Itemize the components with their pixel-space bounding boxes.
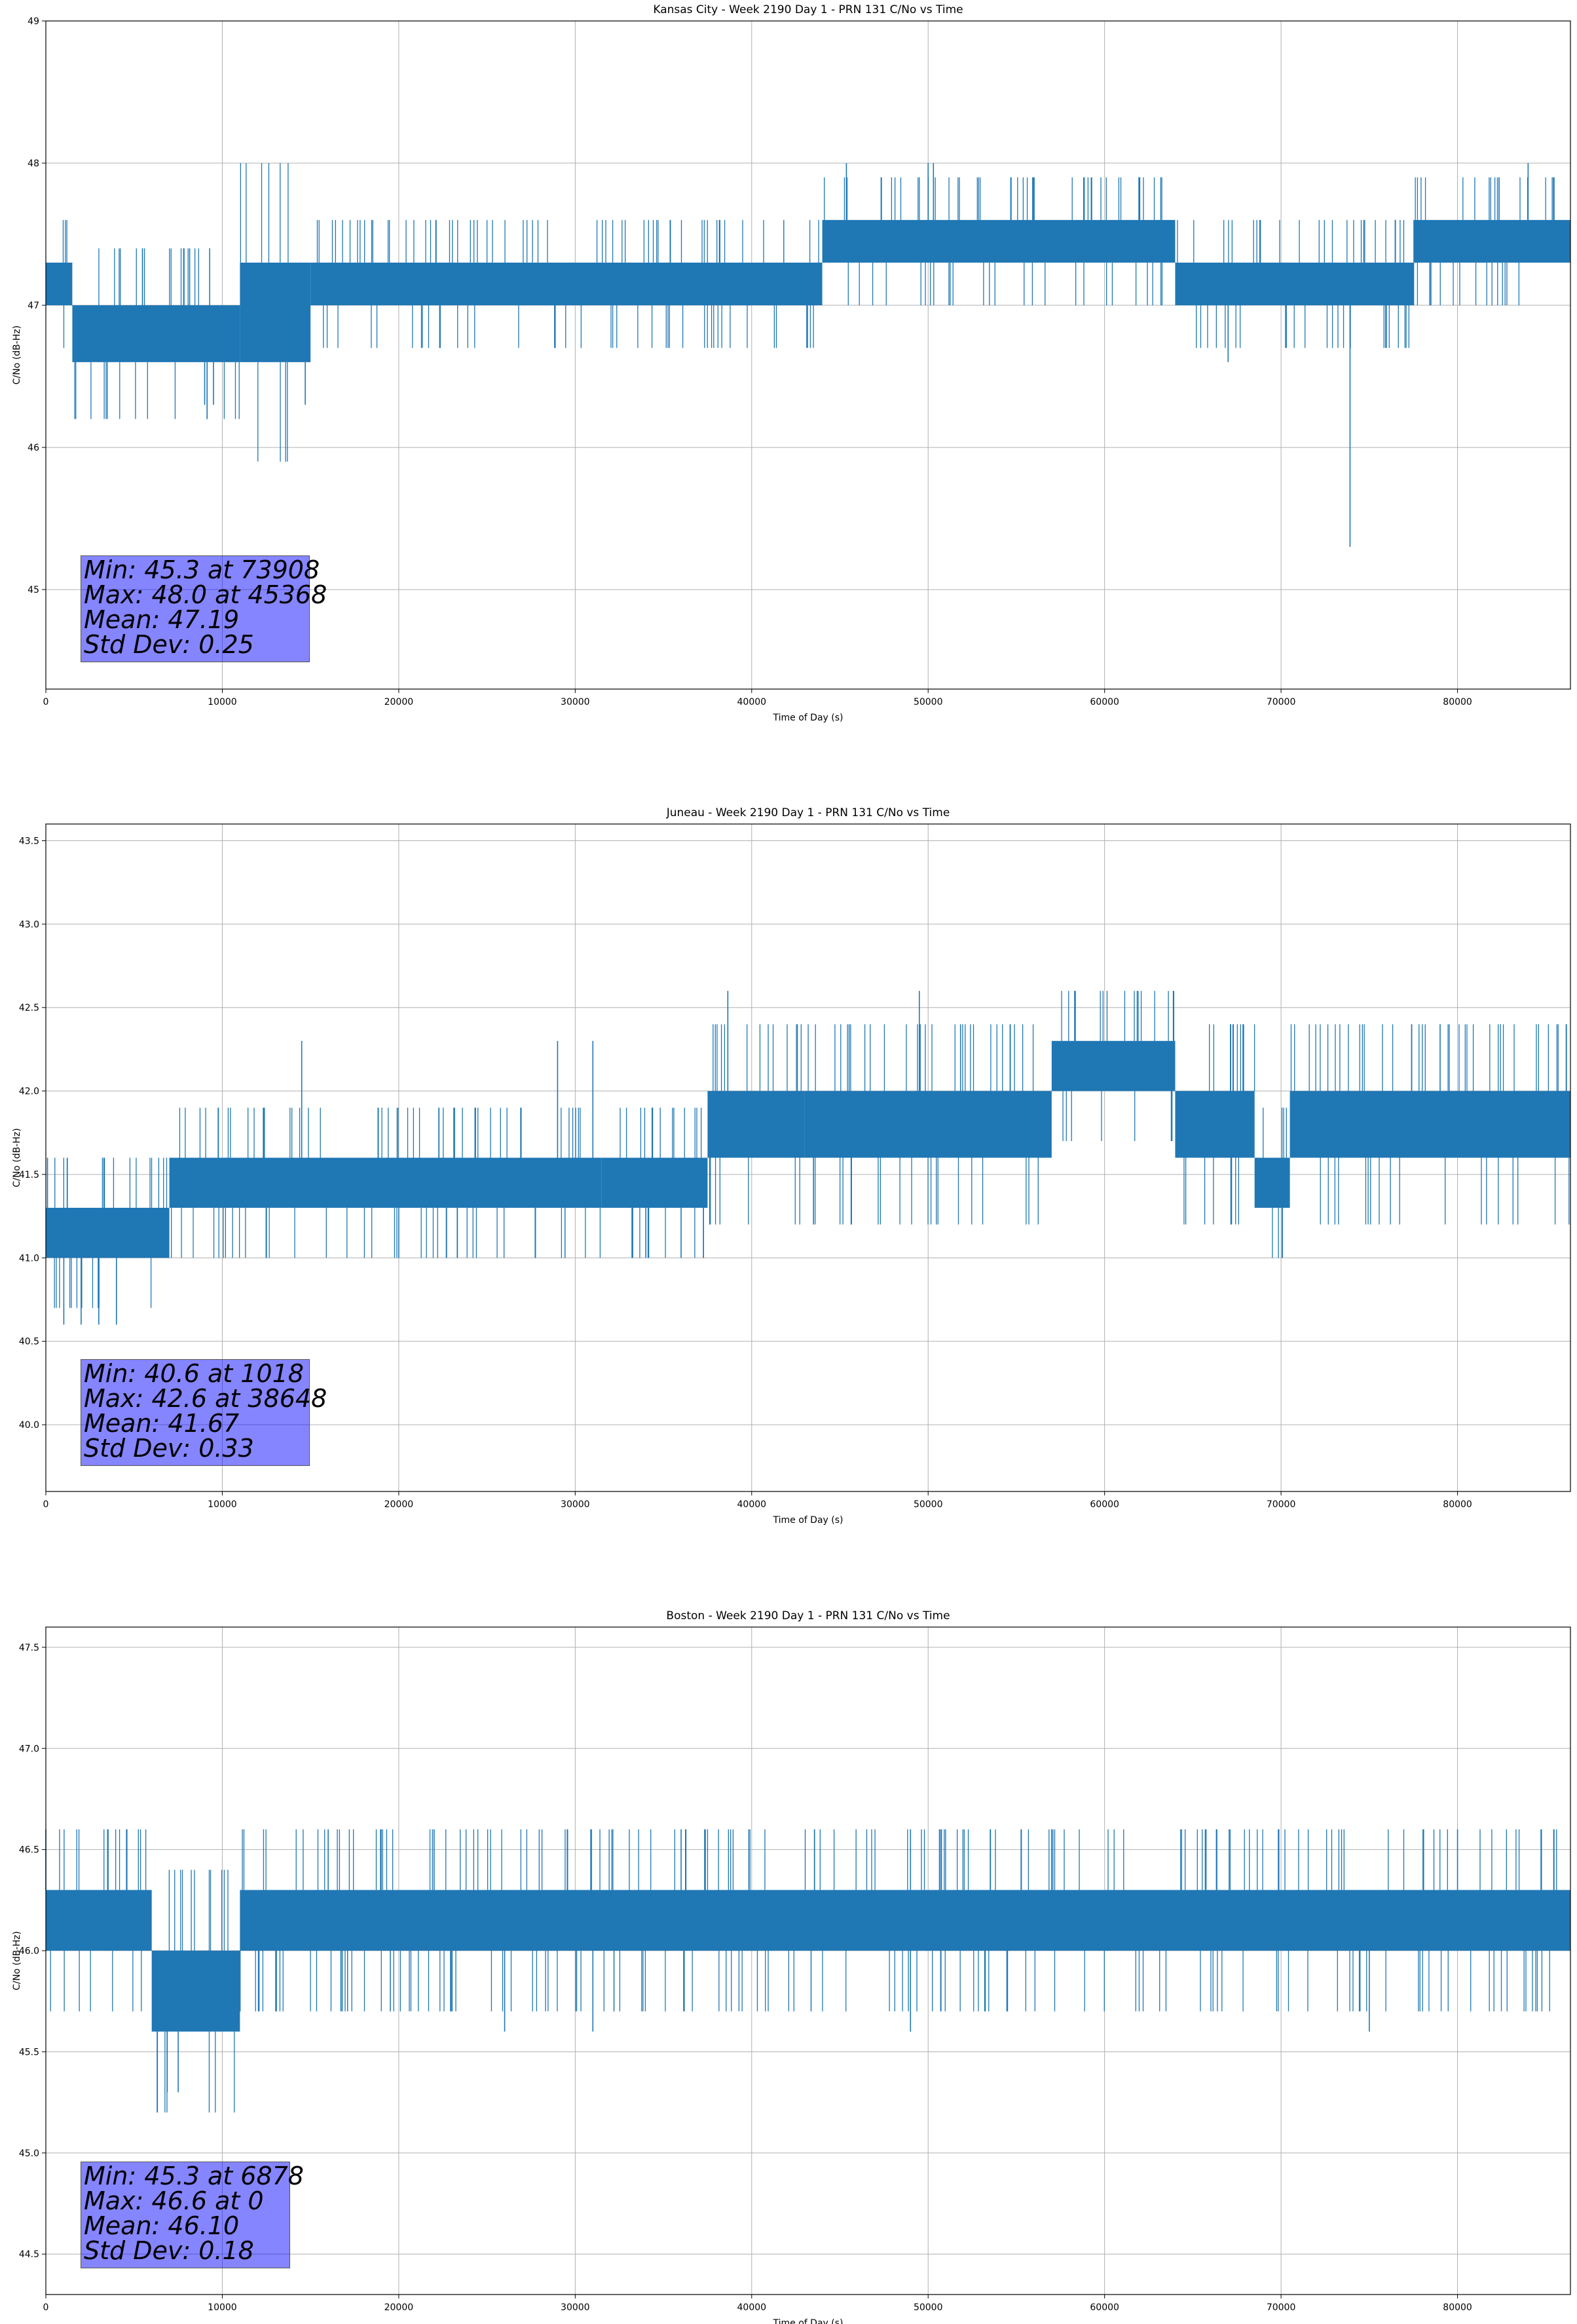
- data-band: [151, 1951, 240, 2032]
- x-tick-label: 50000: [914, 697, 943, 707]
- x-axis-label: Time of Day (s): [773, 1515, 844, 1526]
- y-tick-label: 41.5: [19, 1170, 39, 1180]
- y-tick-label: 45.5: [19, 2047, 39, 2057]
- y-tick-label: 41.0: [19, 1253, 39, 1264]
- stats-mean: Mean: 41.67: [84, 1409, 240, 1438]
- data-band: [804, 1091, 1052, 1158]
- stats-std: Std Dev: 0.18: [84, 2236, 254, 2265]
- data-band: [1175, 262, 1414, 306]
- x-tick-label: 20000: [384, 697, 414, 707]
- stats-box: Min: 45.3 at 6878 Max: 46.6 at 0 Mean: 46.…: [81, 2162, 304, 2268]
- data-band: [72, 305, 240, 362]
- x-tick-label: 50000: [914, 2302, 943, 2313]
- stats-mean: Mean: 47.19: [84, 605, 240, 634]
- axes-frame: [45, 823, 1571, 1492]
- x-tick-label: 40000: [737, 1499, 767, 1510]
- y-tick-label: 42.5: [19, 1003, 39, 1013]
- stats-max: Max: 46.6 at 0: [84, 2186, 264, 2215]
- x-tick-label: 10000: [208, 697, 237, 707]
- y-tick-label: 40.0: [19, 1420, 39, 1431]
- chart-title: Kansas City - Week 2190 Day 1 - PRN 131 …: [653, 3, 963, 16]
- x-tick-label: 10000: [208, 1499, 237, 1510]
- y-tick-label: 49: [28, 16, 39, 27]
- axes-frame: [45, 1626, 1571, 2295]
- data-band: [240, 1890, 1570, 1951]
- x-tick-label: 30000: [561, 2302, 590, 2313]
- y-tick-label: 47.5: [19, 1643, 39, 1653]
- x-tick-label: 80000: [1443, 697, 1472, 707]
- axes-frame: [45, 20, 1571, 690]
- y-tick-label: 42.0: [19, 1087, 39, 1097]
- data-band: [222, 1157, 602, 1208]
- y-tick-label: 45: [28, 585, 39, 595]
- x-tick-label: 30000: [561, 1499, 590, 1510]
- data-band: [1175, 1091, 1255, 1158]
- x-tick-label: 40000: [737, 697, 767, 707]
- data-band: [707, 1091, 805, 1158]
- x-tick-label: 20000: [384, 1499, 414, 1510]
- data-band: [822, 219, 1176, 263]
- chart-2: 0 10000 20000 30000 40000 50000 60000 70000 8000…: [12, 806, 1571, 1526]
- y-tick-label: 43.0: [19, 920, 39, 930]
- x-tick-label: 40000: [737, 2302, 767, 2313]
- chart-title: Juneau - Week 2190 Day 1 - PRN 131 C/No …: [666, 806, 950, 819]
- stats-min: Min: 45.3 at 6878: [84, 2162, 304, 2190]
- x-tick-label: 0: [43, 1499, 49, 1510]
- y-axis-label: C/No (dB-Hz): [12, 1128, 22, 1187]
- y-tick-label: 47: [28, 301, 39, 311]
- y-tick-label: 47.0: [19, 1744, 39, 1754]
- x-tick-label: 80000: [1443, 2302, 1472, 2313]
- x-axis-label: Time of Day (s): [773, 2318, 844, 2324]
- stats-mean: Mean: 46.10: [84, 2211, 240, 2240]
- x-tick-label: 70000: [1267, 2302, 1296, 2313]
- x-tick-label: 60000: [1090, 2302, 1119, 2313]
- chart-title: Boston - Week 2190 Day 1 - PRN 131 C/No …: [666, 1609, 950, 1622]
- x-tick-label: 0: [43, 697, 49, 707]
- data-band: [46, 262, 73, 306]
- data-band: [1289, 1091, 1570, 1158]
- x-tick-label: 10000: [208, 2302, 237, 2313]
- x-tick-label: 80000: [1443, 1499, 1472, 1510]
- chart-3: 0 10000 20000 30000 40000 50000 60000 70000 8000…: [12, 1609, 1571, 2324]
- data-band: [1413, 219, 1570, 263]
- data-band: [169, 1157, 223, 1208]
- stats-std: Std Dev: 0.25: [84, 630, 254, 659]
- x-tick-label: 70000: [1267, 697, 1296, 707]
- y-tick-label: 48: [28, 159, 39, 169]
- stats-box: Min: 40.6 at 1018 Max: 42.6 at 38648 Mean:…: [81, 1359, 327, 1466]
- x-tick-label: 60000: [1090, 697, 1119, 707]
- y-axis-label: C/No (dB-Hz): [12, 1931, 22, 1990]
- stats-min: Min: 40.6 at 1018: [84, 1359, 304, 1388]
- y-tick-label: 44.5: [19, 2249, 39, 2260]
- stats-max: Max: 48.0 at 45368: [84, 580, 327, 609]
- data-band: [46, 1890, 152, 1951]
- y-tick-label: 40.5: [19, 1337, 39, 1347]
- y-tick-label: 46: [28, 443, 39, 453]
- y-tick-label: 46.0: [19, 1946, 39, 1957]
- x-tick-label: 50000: [914, 1499, 943, 1510]
- x-tick-label: 70000: [1267, 1499, 1296, 1510]
- data-band: [46, 1207, 170, 1258]
- x-tick-label: 0: [43, 2302, 49, 2313]
- data-band: [1051, 1041, 1176, 1091]
- y-tick-label: 46.5: [19, 1845, 39, 1856]
- chart-1: 0 10000 20000 30000 40000 50000 60000 70000 8000…: [12, 3, 1571, 723]
- data-band: [240, 262, 311, 362]
- data-band: [601, 1157, 708, 1208]
- x-tick-label: 20000: [384, 2302, 414, 2313]
- y-tick-label: 45.0: [19, 2148, 39, 2159]
- y-axis-label: C/No (dB-Hz): [12, 326, 22, 384]
- stats-max: Max: 42.6 at 38648: [84, 1384, 327, 1413]
- y-tick-label: 43.5: [19, 836, 39, 846]
- stats-std: Std Dev: 0.33: [84, 1434, 254, 1463]
- data-band: [310, 262, 823, 306]
- x-tick-label: 60000: [1090, 1499, 1119, 1510]
- stats-min: Min: 45.3 at 73908: [84, 555, 320, 584]
- stats-box: Min: 45.3 at 73908 Max: 48.0 at 45368 Mean…: [81, 555, 327, 662]
- data-band: [1254, 1157, 1290, 1208]
- x-tick-label: 30000: [561, 697, 590, 707]
- x-axis-label: Time of Day (s): [773, 713, 844, 723]
